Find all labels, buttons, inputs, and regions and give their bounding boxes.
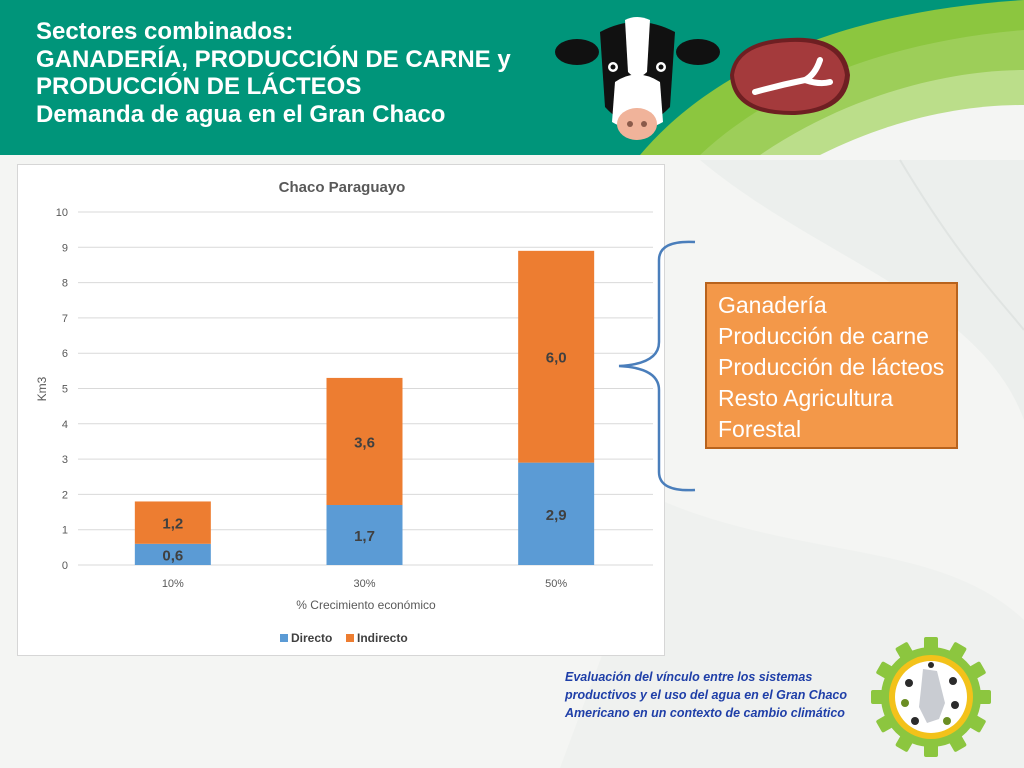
legend-label: Directo [291,631,332,645]
project-caption: Evaluación del vínculo entre los sistema… [565,668,865,722]
sectors-box: Ganadería Producción de carne Producción… [705,282,958,449]
cow-icon [555,17,720,140]
stacked-bar-chart: Chaco Paraguayo Km3 % Crecimiento económ… [35,179,653,645]
y-axis-label: Km3 [35,376,49,401]
y-tick-label: 0 [62,560,68,572]
sector-item: Forestal [718,416,802,442]
bar-segment-directo [326,504,403,565]
y-tick-label: 6 [62,348,68,360]
title-line-1: Sectores combinados: [36,18,294,45]
y-tick-label: 5 [62,384,68,396]
title-line-4: Demanda de agua en el Gran Chaco [36,100,446,128]
data-label: 0,6 [162,547,183,564]
caption-line: Evaluación del vínculo entre los sistema… [565,670,813,684]
legend-swatch [280,634,288,642]
data-label: 1,7 [354,528,375,545]
caption-line: productivos y el uso del agua en el Gran… [565,688,848,702]
chart-panel: Chaco Paraguayo Km3 % Crecimiento económ… [17,164,665,656]
y-tick-label: 3 [62,454,68,466]
data-label: 1,2 [162,516,183,533]
curly-brace [618,240,696,492]
y-tick-label: 4 [62,419,68,431]
steak-icon [730,37,850,116]
sector-item: Ganadería [718,292,827,318]
x-axis-label: % Crecimiento económico [296,598,436,612]
page-title: Sectores combinados: GANADERÍA, PRODUCCI… [36,18,556,128]
bar-segment-directo [134,543,211,565]
caption-line: Americano en un contexto de cambio climá… [565,706,845,720]
y-tick-label: 1 [62,525,68,537]
sector-item: Producción de carne [718,323,929,349]
y-tick-label: 9 [62,242,68,254]
data-label: 3,6 [354,434,375,451]
title-line-2: GANADERÍA, PRODUCCIÓN DE CARNE y [36,45,511,73]
bar-segment-indirecto [134,501,211,544]
y-tick-label: 8 [62,278,68,290]
data-label: 6,0 [546,350,567,367]
sector-item: Resto Agricultura [718,385,894,411]
y-tick-label: 2 [62,489,68,501]
legend-swatch [346,634,354,642]
y-tick-label: 10 [56,207,68,219]
bar-segment-indirecto [326,377,403,505]
x-tick-label: 50% [545,578,567,590]
chart-title: Chaco Paraguayo [279,179,406,196]
title-line-3: PRODUCCIÓN DE LÁCTEOS [36,73,362,100]
bar-segment-indirecto [518,250,595,463]
legend-label: Indirecto [357,631,408,645]
y-tick-label: 7 [62,313,68,325]
bar-segment-directo [518,462,595,565]
data-label: 2,9 [546,507,567,524]
x-tick-label: 30% [353,578,375,590]
x-tick-label: 10% [162,578,184,590]
project-logo-icon [871,637,991,757]
sector-item: Producción de lácteos [718,354,945,380]
